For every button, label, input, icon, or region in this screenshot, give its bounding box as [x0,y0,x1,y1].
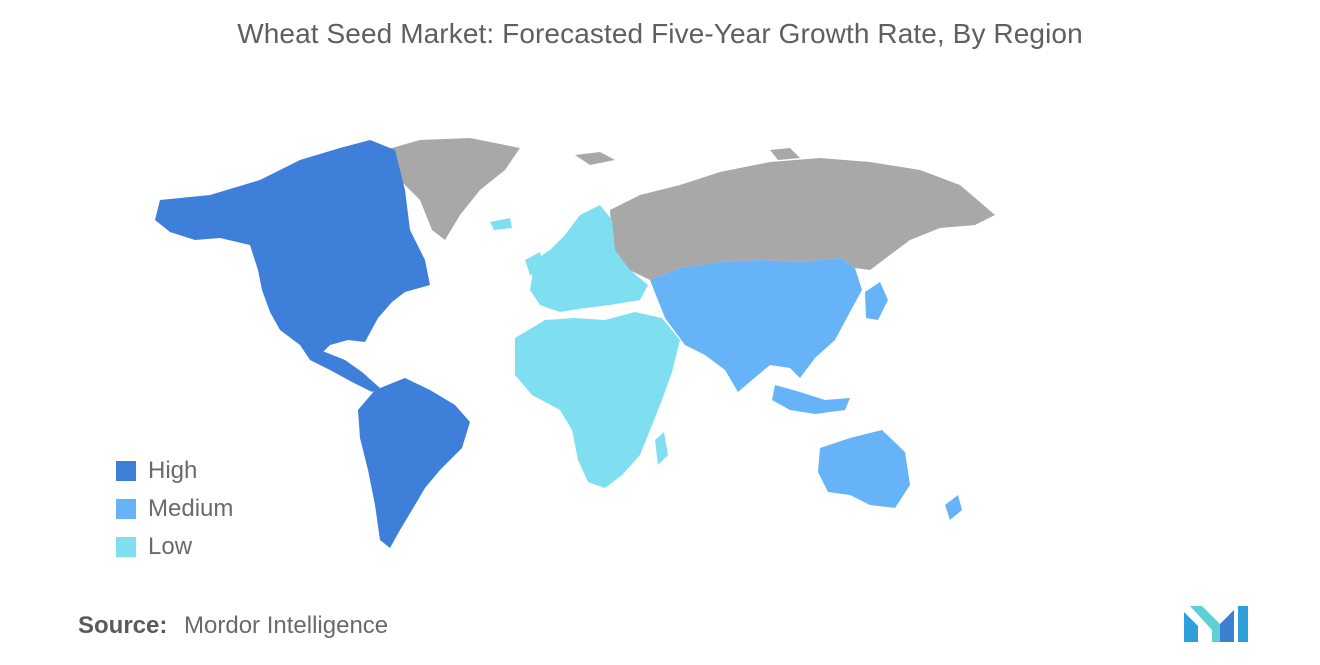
legend-item-high: High [116,452,233,490]
legend-swatch-medium [116,499,136,519]
region-japan[interactable] [865,282,888,320]
legend-swatch-high [116,461,136,481]
region-new-zealand[interactable] [945,495,962,520]
region-north-america[interactable] [155,140,430,355]
region-australia[interactable] [818,430,910,508]
mordor-intelligence-logo [1184,606,1248,642]
region-greenland [385,138,520,240]
legend-swatch-low [116,537,136,557]
legend-item-medium: Medium [116,490,233,528]
region-south-america[interactable] [358,378,470,548]
source-line: Source: Mordor Intelligence [78,612,388,640]
legend-label-low: Low [148,533,193,560]
source-value: Mordor Intelligence [184,612,389,639]
source-label: Source: [78,612,168,639]
map-legend: High Medium Low [116,452,233,566]
legend-label-high: High [148,457,198,484]
region-central-america[interactable] [300,345,380,392]
region-middle-east-africa[interactable] [515,312,680,488]
region-europe[interactable] [530,205,648,312]
chart-title: Wheat Seed Market: Forecasted Five-Year … [237,18,1083,49]
region-madagascar[interactable] [655,432,668,465]
region-russia [610,158,995,280]
legend-label-medium: Medium [148,495,234,522]
region-southeast-asia[interactable] [772,385,850,414]
region-arctic-islands [575,148,800,165]
legend-item-low: Low [116,528,233,566]
region-uk-iceland[interactable] [490,218,545,275]
region-asia-pacific[interactable] [650,258,862,392]
